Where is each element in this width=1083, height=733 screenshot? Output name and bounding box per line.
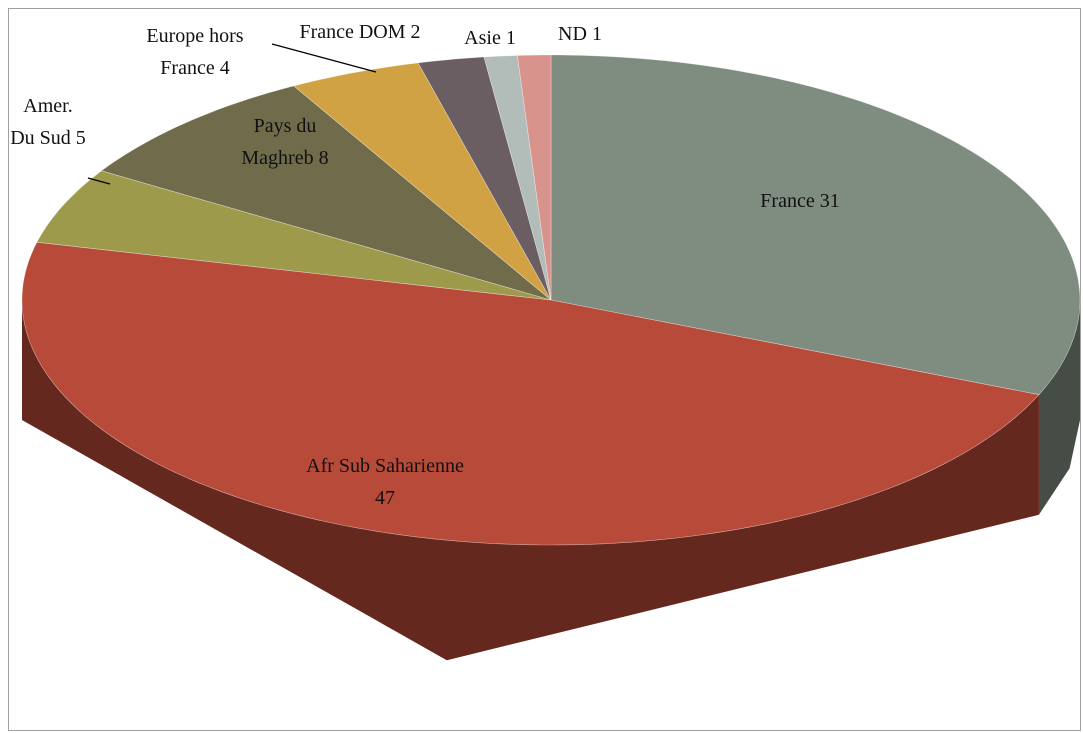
pie-side-shade xyxy=(1038,300,1080,515)
pie-side xyxy=(22,300,1039,661)
label-category: Europe hors France xyxy=(146,25,244,79)
data-label-text: France DOM 2 xyxy=(265,16,455,48)
data-label: Pays du Maghreb 8 xyxy=(220,110,350,174)
chart-frame xyxy=(8,8,1081,731)
pie-slice xyxy=(100,85,552,301)
label-value: 8 xyxy=(318,147,329,169)
label-value: 4 xyxy=(219,57,230,79)
data-label-text: Afr Sub Saharienne 47 xyxy=(300,450,470,514)
label-category: Afr Sub Saharienne xyxy=(306,455,464,477)
label-value: 2 xyxy=(410,21,421,43)
label-category: Pays du Maghreb xyxy=(241,115,317,169)
data-label: France DOM 2 xyxy=(265,16,455,48)
label-value: 31 xyxy=(819,190,840,212)
label-value: 1 xyxy=(591,23,602,45)
data-label-text: Asie 1 xyxy=(448,22,532,54)
data-label: ND 1 xyxy=(548,18,612,50)
pie: France 31 Afr Sub Saharienne 47 Amer. Du S… xyxy=(10,16,1081,661)
data-label: Amer. Du Sud 5 xyxy=(10,90,86,154)
data-label: Afr Sub Saharienne 47 xyxy=(300,450,470,514)
label-category: ND xyxy=(558,23,587,45)
data-label: France 31 xyxy=(700,185,900,217)
data-label-text: Amer. Du Sud 5 xyxy=(10,90,86,154)
leader-line xyxy=(87,177,111,185)
data-label: Europe hors France 4 xyxy=(120,20,270,84)
data-label-text: Pays du Maghreb 8 xyxy=(220,110,350,174)
leader-line xyxy=(271,43,377,73)
pie-slice xyxy=(550,54,1081,396)
pie-slice xyxy=(517,54,552,301)
label-value: 47 xyxy=(375,487,395,509)
data-label-text: France 31 xyxy=(700,185,900,217)
data-label-text: ND 1 xyxy=(548,18,612,50)
data-label: Asie 1 xyxy=(448,22,532,54)
data-label-text: Europe hors France 4 xyxy=(120,20,270,84)
label-category: Amer. Du Sud xyxy=(10,95,73,149)
pie-slice xyxy=(417,56,552,301)
pie-side xyxy=(1038,300,1080,515)
pie-slice xyxy=(21,241,1040,546)
label-value: 5 xyxy=(75,127,86,149)
pie-slice xyxy=(293,62,552,301)
label-category: France xyxy=(760,190,815,212)
label-category: Asie xyxy=(464,27,501,49)
label-category: France DOM xyxy=(299,21,406,43)
pie-side-shade xyxy=(22,300,1039,661)
label-value: 1 xyxy=(505,27,516,49)
